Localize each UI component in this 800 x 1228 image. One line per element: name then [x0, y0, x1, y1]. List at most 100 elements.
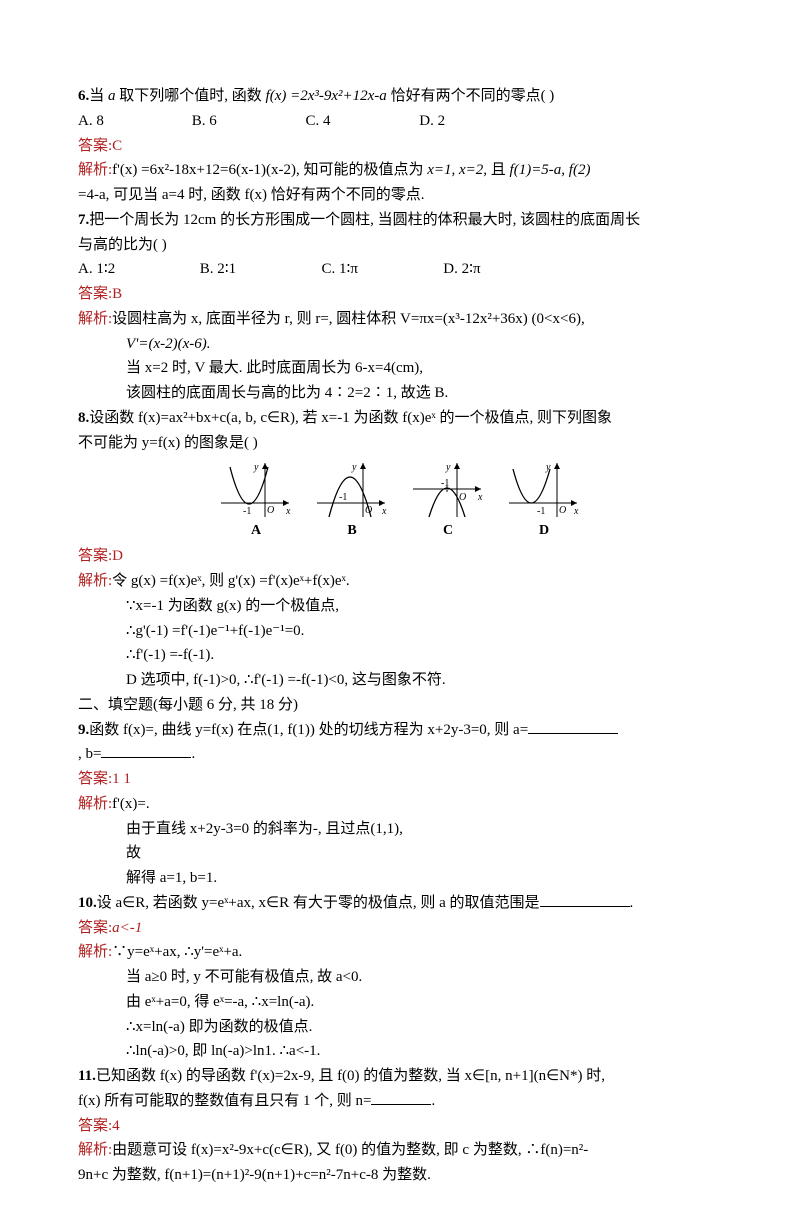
q11-stem1: 已知函数 f(x) 的导函数 f'(x)=2x-9, 且 f(0) 的值为整数,…: [96, 1068, 605, 1084]
q6-exp-2: =4-a, 可见当 a=4 时, 函数 f(x) 恰好有两个不同的零点.: [78, 183, 722, 208]
q6-fx: f(x) =2x³-9x²+12x-a: [266, 88, 387, 104]
svg-text:x: x: [573, 506, 579, 517]
q7-answer: 答案:B: [78, 282, 722, 307]
q11-exp-1: 解析:由题意可设 f(x)=x²-9x+c(c∈R), 又 f(0) 的值为整数…: [78, 1138, 722, 1163]
question-8: 8.设函数 f(x)=ax²+bx+c(a, b, c∈R), 若 x=-1 为…: [78, 406, 722, 431]
q6-answer: 答案:C: [78, 134, 722, 159]
diagram-c: x y -1 O C: [411, 459, 485, 542]
q9-line4: 解得 a=1, b=1.: [78, 866, 722, 891]
q8-line4: ∴f'(-1) =-f(-1).: [78, 643, 722, 668]
q10-line2: 当 a≥0 时, y 不可能有极值点, 故 a<0.: [78, 965, 722, 990]
explain-label: 解析:: [78, 944, 112, 960]
diagram-a-label: A: [219, 519, 293, 542]
q7-num: 7.: [78, 212, 89, 228]
answer-label: 答案:: [78, 286, 112, 302]
section-2-header: 二、填空题(每小题 6 分, 共 18 分): [78, 693, 722, 718]
blank-a: [528, 719, 618, 734]
question-6: 6.当 a 取下列哪个值时, 函数 f(x) =2x³-9x²+12x-a 恰好…: [78, 84, 722, 109]
q10-line5: ∴ln(-a)>0, 即 ln(-a)>ln1. ∴a<-1.: [78, 1039, 722, 1064]
q9-line1: f'(x)=.: [112, 796, 149, 812]
q8-diagrams: x y -1 O A x y -1 O B x y -1 O: [78, 459, 722, 542]
q7-stem2: 与高的比为( ): [78, 233, 722, 258]
q10-stem1: 设 a∈R, 若函数 y=eˣ+ax, x∈R 有大于零的极值点, 则 a 的取…: [97, 895, 540, 911]
svg-text:y: y: [545, 462, 551, 473]
svg-text:y: y: [253, 462, 259, 473]
explain-label: 解析:: [78, 1142, 112, 1158]
question-11: 11.已知函数 f(x) 的导函数 f'(x)=2x-9, 且 f(0) 的值为…: [78, 1064, 722, 1089]
q11-stem2: f(x) 所有可能取的整数值有且只有 1 个, 则 n=: [78, 1093, 371, 1109]
blank-10: [540, 892, 630, 907]
q9-exp-1: 解析:f'(x)=.: [78, 792, 722, 817]
question-9: 9.函数 f(x)=, 曲线 y=f(x) 在点(1, f(1)) 处的切线方程…: [78, 718, 722, 743]
diagram-a: x y -1 O A: [219, 459, 293, 542]
svg-text:O: O: [559, 505, 566, 516]
svg-text:y: y: [445, 462, 451, 473]
q10-line4: ∴x=ln(-a) 即为函数的极值点.: [78, 1015, 722, 1040]
answer-label: 答案:: [78, 138, 112, 154]
diagram-d-label: D: [507, 519, 581, 542]
svg-text:y: y: [351, 462, 357, 473]
q6-exp-1c: 且: [487, 162, 510, 178]
q9-stem1: 函数 f(x)=, 曲线 y=f(x) 在点(1, f(1)) 处的切线方程为 …: [89, 722, 528, 738]
parabola-d-svg: x y -1 O: [507, 459, 581, 521]
q6-options: A. 8 B. 6 C. 4 D. 2: [78, 109, 722, 134]
q11-answer-val: 4: [112, 1118, 120, 1134]
diagram-d: x y -1 O D: [507, 459, 581, 542]
q6-num: 6.: [78, 88, 89, 104]
blank-b: [101, 743, 191, 758]
q6-exp-1a: f'(x) =6x²-18x+12=6(x-1)(x-2), 知可能的极值点为: [112, 162, 427, 178]
q8-stem1: 设函数 f(x)=ax²+bx+c(a, b, c∈R), 若 x=-1 为函数…: [89, 410, 612, 426]
q7-opt-b: B. 2∶1: [200, 257, 318, 282]
q7-opt-c: C. 1∶π: [322, 257, 440, 282]
q7-line4: 该圆柱的底面周长与高的比为 4∶2=2∶1, 故选 B.: [78, 381, 722, 406]
answer-label: 答案:: [78, 920, 112, 936]
q9-answer-val: 1 1: [112, 771, 131, 787]
q11-num: 11.: [78, 1068, 96, 1084]
parabola-a-svg: x y -1 O: [219, 459, 293, 521]
q11-stem-line2: f(x) 所有可能取的整数值有且只有 1 个, 则 n=.: [78, 1089, 722, 1114]
parabola-b-svg: x y -1 O: [315, 459, 389, 521]
q8-exp-1: 解析:令 g(x) =f(x)eˣ, 则 g'(x) =f'(x)eˣ+f(x)…: [78, 569, 722, 594]
svg-text:-1: -1: [243, 506, 251, 517]
q7-answer-val: B: [112, 286, 122, 302]
svg-text:-1: -1: [339, 492, 347, 503]
q9-answer: 答案:1 1: [78, 767, 722, 792]
q11-stem3: .: [431, 1093, 435, 1109]
q9-stem3: .: [191, 746, 195, 762]
q8-line2: ∵x=-1 为函数 g(x) 的一个极值点,: [78, 594, 722, 619]
q11-line1: 由题意可设 f(x)=x²-9x+c(c∈R), 又 f(0) 的值为整数, 即…: [112, 1142, 588, 1158]
q9-line3: 故: [78, 841, 722, 866]
svg-text:x: x: [285, 506, 291, 517]
q7-line2-t: V'=(x-2)(x-6).: [126, 336, 211, 352]
q10-answer-i: a<-1: [112, 920, 142, 936]
svg-text:x: x: [477, 492, 483, 503]
q7-line1: 设圆柱高为 x, 底面半径为 r, 则 r=, 圆柱体积 V=πx=(x³-12…: [112, 311, 585, 327]
answer-label: 答案:: [78, 548, 112, 564]
q6-exp-1b: x=1, x=2,: [427, 162, 487, 178]
q9-line2: 由于直线 x+2y-3=0 的斜率为-, 且过点(1,1),: [78, 817, 722, 842]
svg-text:-1: -1: [537, 506, 545, 517]
question-10: 10.设 a∈R, 若函数 y=eˣ+ax, x∈R 有大于零的极值点, 则 a…: [78, 891, 722, 916]
diagram-c-label: C: [411, 519, 485, 542]
q10-answer: 答案:a<-1: [78, 916, 722, 941]
q7-stem1: 把一个周长为 12cm 的长方形围成一个圆柱, 当圆柱的体积最大时, 该圆柱的底…: [89, 212, 640, 228]
diagram-b: x y -1 O B: [315, 459, 389, 542]
q6-stem-c: 取下列哪个值时, 函数: [116, 88, 266, 104]
svg-text:x: x: [381, 506, 387, 517]
q10-answer-val: a<-1: [112, 920, 142, 936]
svg-text:O: O: [267, 505, 274, 516]
q10-stem2: .: [630, 895, 634, 911]
q8-num: 8.: [78, 410, 89, 426]
q9-stem2: , b=: [78, 746, 101, 762]
q7-opt-d: D. 2∶π: [443, 257, 561, 282]
q11-line2: 9n+c 为整数, f(n+1)=(n+1)²-9(n+1)+c=n²-7n+c…: [78, 1163, 722, 1188]
q10-num: 10.: [78, 895, 97, 911]
q10-line1: ∵y=eˣ+ax, ∴y'=eˣ+a.: [112, 944, 242, 960]
q6-explain: 解析:f'(x) =6x²-18x+12=6(x-1)(x-2), 知可能的极值…: [78, 158, 722, 183]
question-7: 7.把一个周长为 12cm 的长方形围成一个圆柱, 当圆柱的体积最大时, 该圆柱…: [78, 208, 722, 233]
parabola-c-svg: x y -1 O: [411, 459, 485, 521]
explain-label: 解析:: [78, 162, 112, 178]
q6-opt-d: D. 2: [419, 109, 529, 134]
q8-line5: D 选项中, f(-1)>0, ∴f'(-1) =-f(-1)<0, 这与图象不…: [78, 668, 722, 693]
q7-explain-1: 解析:设圆柱高为 x, 底面半径为 r, 则 r=, 圆柱体积 V=πx=(x³…: [78, 307, 722, 332]
